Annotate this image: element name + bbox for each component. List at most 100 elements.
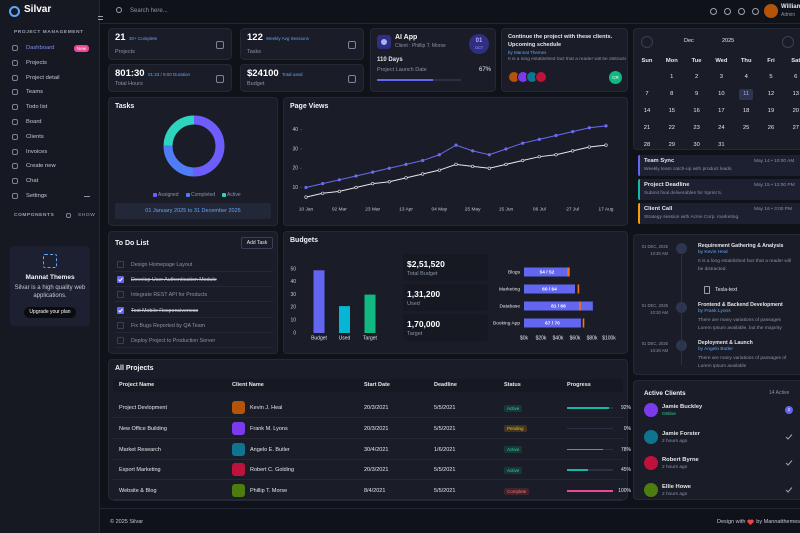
stat-card: 122 Weekly Avg Sessions Tasks (240, 28, 364, 60)
calendar-day[interactable]: 26 (767, 125, 775, 131)
calendar-day[interactable]: 31 (718, 142, 725, 148)
calendar-day[interactable]: 28 (643, 142, 651, 148)
menu-item[interactable]: Dashboard New (10, 43, 92, 54)
checkbox[interactable] (117, 306, 124, 314)
calendar-day[interactable]: 25 (742, 125, 750, 131)
menu-item[interactable]: Todo list (10, 102, 92, 113)
menu-label: Settings (26, 193, 47, 199)
line-point (587, 145, 591, 149)
calendar-day[interactable]: 23 (693, 125, 700, 131)
calendar-day[interactable]: 15 (668, 108, 676, 114)
calendar-day[interactable]: 29 (668, 142, 676, 148)
calendar-day[interactable]: 16 (693, 108, 700, 114)
prev-month[interactable] (641, 36, 653, 48)
deadline: 1/6/2021 (434, 446, 456, 453)
progress-label: 67% (478, 67, 491, 73)
checkbox[interactable] (117, 261, 124, 268)
line-point (504, 147, 508, 151)
calendar-day[interactable]: 5 (769, 74, 773, 80)
menu-item[interactable]: Teams (10, 87, 92, 98)
calendar-day[interactable]: 11 (739, 89, 754, 100)
avatar (535, 71, 547, 83)
stat-note: Total used (282, 71, 303, 77)
calendar-day[interactable]: 3 (719, 74, 723, 80)
add-task-button[interactable]: Add Task (241, 237, 273, 249)
x-tick-label: 06 Jul (533, 206, 546, 212)
donut-segment (163, 115, 225, 177)
menu-item[interactable]: Projects (10, 58, 92, 69)
calendar-day[interactable]: 24 (718, 125, 725, 131)
checkbox[interactable] (117, 291, 124, 299)
next-month[interactable] (782, 36, 794, 48)
target-marker (567, 267, 569, 277)
calendar-day[interactable]: 14 (643, 108, 651, 114)
budgets-card: Budgets 0 10 20 30 40 50 Budget Used Target $0k $20… (283, 231, 628, 354)
calendar-day[interactable]: 21 (643, 125, 651, 131)
menu-toggle[interactable] (98, 16, 103, 20)
menu-label: Board (26, 119, 42, 125)
toolbar-icon[interactable] (724, 8, 731, 15)
line-point (504, 162, 508, 166)
calendar-day[interactable]: 17 (718, 108, 725, 114)
calendar-day[interactable]: 20 (792, 108, 800, 114)
toolbar-icon[interactable] (710, 8, 717, 15)
bar (524, 301, 593, 311)
legend-label: Active (227, 192, 241, 198)
calendar-day[interactable]: 6 (794, 74, 798, 80)
menu-item[interactable]: Invoices (10, 147, 92, 158)
menu-item[interactable]: Board (10, 117, 92, 128)
calendar-day[interactable]: 13 (792, 91, 800, 97)
schedule-title: Continue the project with these clients. (508, 34, 613, 40)
legend-swatch (222, 193, 226, 197)
card-title: Tasks (115, 103, 135, 110)
stat-label: Total Hours (115, 81, 143, 87)
menu-item[interactable]: Create new (10, 161, 92, 172)
menu-item[interactable]: Settings (10, 191, 92, 202)
calendar-day[interactable]: 8 (670, 91, 674, 97)
calendar-day[interactable]: 30 (693, 142, 700, 148)
timeline-title: Frontend & Backend Development (698, 302, 783, 308)
calendar-day[interactable]: 9 (694, 91, 699, 97)
calendar-day[interactable]: 2 (694, 74, 699, 80)
menu-item[interactable]: Clients (10, 132, 92, 143)
calendar-day[interactable]: 22 (668, 125, 676, 131)
x-tick-label: $0k (520, 335, 529, 341)
calendar-day[interactable]: 19 (767, 108, 775, 114)
todo-item: Deploy Project to Production Server (115, 334, 273, 348)
check (118, 277, 123, 282)
calendar-day[interactable]: 18 (742, 108, 750, 114)
checkbox[interactable] (117, 337, 124, 344)
line-point (554, 153, 558, 157)
progress-label: 100% (618, 488, 631, 495)
bar-label: 67 / 70 (545, 320, 560, 326)
bar (364, 294, 376, 333)
progress-label: 45% (620, 467, 631, 474)
calendar-day[interactable]: 10 (718, 91, 725, 97)
promo-card: Mannat Themes Silvar is a high quality we… (10, 246, 90, 326)
stat-value: $2,51,520 (407, 259, 445, 269)
upgrade-button[interactable]: Upgrade your plan (24, 307, 76, 318)
search[interactable]: Search here... (116, 6, 236, 17)
calendar-day[interactable]: 12 (767, 91, 775, 97)
x-tick-label: 27 Jul (566, 206, 579, 212)
calendar-day[interactable]: 1 (670, 74, 674, 80)
checkbox[interactable] (117, 276, 124, 284)
stat-note: 30+ Complete (129, 35, 158, 41)
stat-value: 122 (247, 32, 263, 43)
x-tick-label: Used (339, 335, 351, 341)
toolbar-icon[interactable] (738, 8, 745, 15)
timeline-text: It is a long established fact that a rea… (698, 259, 792, 272)
menu-item[interactable]: Project detail (10, 73, 92, 84)
line-point (571, 149, 575, 153)
y-tick-label: 10 (292, 185, 298, 191)
client-badge[interactable]: CR (609, 71, 622, 84)
checkbox[interactable] (117, 321, 124, 329)
toolbar-icon[interactable] (752, 8, 759, 15)
calendar-day[interactable]: 4 (744, 74, 748, 80)
status-pill: Active (504, 466, 523, 474)
menu-item[interactable]: Chat (10, 176, 92, 187)
calendar-day[interactable]: 7 (645, 91, 649, 97)
target-marker (579, 301, 581, 311)
client-name: Robert Byrne (662, 457, 699, 463)
calendar-day[interactable]: 27 (792, 125, 800, 131)
